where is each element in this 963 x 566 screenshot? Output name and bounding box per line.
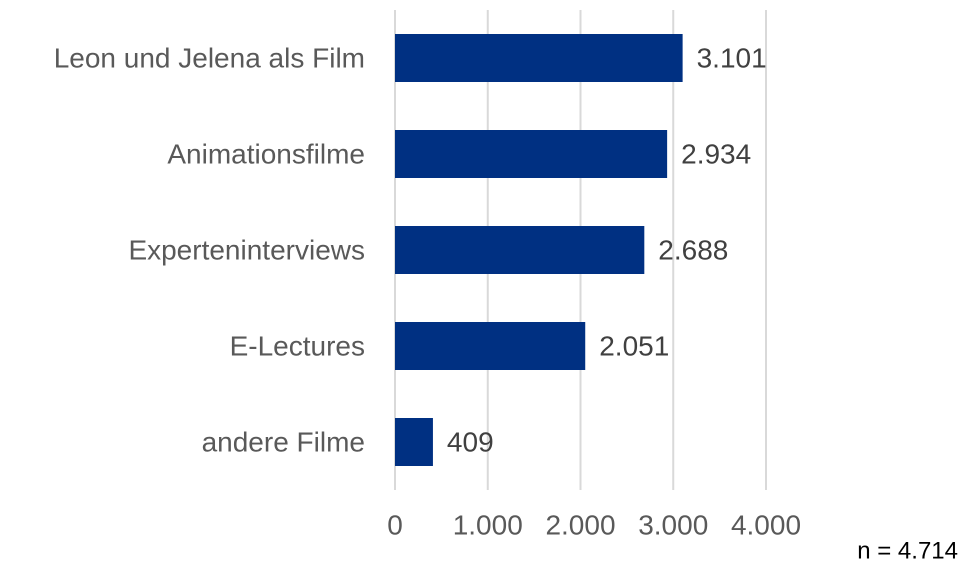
bar <box>395 34 683 82</box>
category-label: Leon und Jelena als Film <box>54 42 365 73</box>
x-tick-label: 2.000 <box>545 509 615 540</box>
x-tick-label: 0 <box>387 509 403 540</box>
category-label: Experteninterviews <box>128 234 365 265</box>
x-tick-label: 4.000 <box>731 509 801 540</box>
x-tick-label: 1.000 <box>453 509 523 540</box>
sample-size-note: n = 4.714 <box>857 537 958 564</box>
x-tick-label: 3.000 <box>638 509 708 540</box>
bar <box>395 322 586 370</box>
value-label: 3.101 <box>697 42 767 73</box>
category-label: andere Filme <box>202 426 365 457</box>
category-label: Animationsfilme <box>167 138 365 169</box>
value-label: 2.051 <box>599 330 669 361</box>
bar <box>395 226 645 274</box>
bar <box>395 418 433 466</box>
category-label: E-Lectures <box>230 330 365 361</box>
value-label: 2.934 <box>681 138 751 169</box>
bar <box>395 130 668 178</box>
value-label: 2.688 <box>658 234 728 265</box>
value-label: 409 <box>447 426 494 457</box>
